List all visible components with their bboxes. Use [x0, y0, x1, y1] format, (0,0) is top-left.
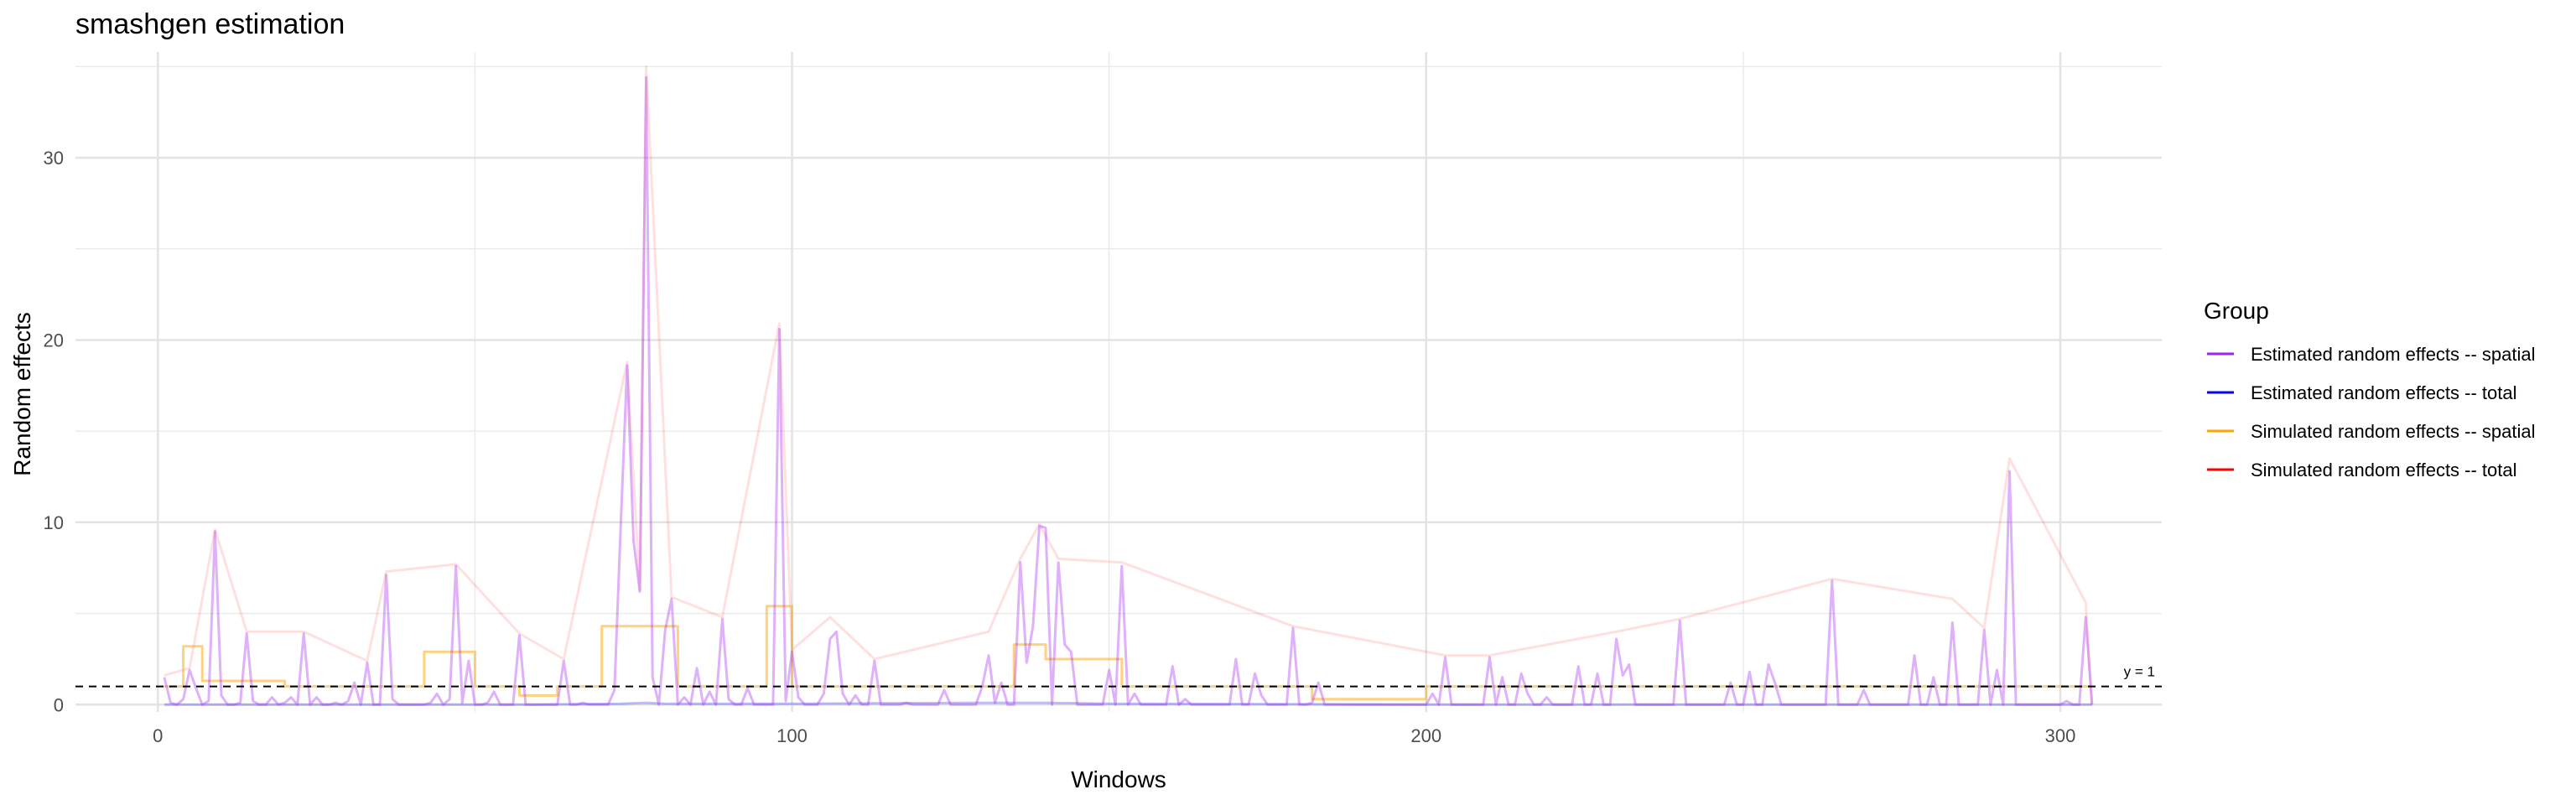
legend-entry: Estimated random effects -- spatial — [2207, 344, 2536, 365]
legend-title: Group — [2204, 298, 2269, 324]
legend-label: Estimated random effects -- total — [2251, 382, 2517, 403]
series-line-estimated-random-effects-spatial — [163, 75, 2094, 706]
legend-entry: Simulated random effects -- total — [2207, 460, 2517, 480]
x-tick-label: 0 — [153, 725, 163, 746]
y-tick-label: 0 — [54, 694, 64, 715]
reference-line-group: y = 1 — [75, 664, 2162, 688]
series-line-estimated-random-effects-total — [164, 701, 2092, 706]
series-line-simulated-random-effects-spatial — [164, 605, 2092, 701]
legend: Group Estimated random effects -- spatial… — [2204, 298, 2536, 480]
y-tick-label: 10 — [44, 512, 64, 533]
y-tick-label: 20 — [44, 330, 64, 351]
reference-line-label: y = 1 — [2124, 664, 2155, 680]
x-tick-label: 200 — [1410, 725, 1441, 746]
chart-title: smashgen estimation — [75, 8, 345, 40]
legend-entry: Simulated random effects -- spatial — [2207, 421, 2536, 442]
grid — [75, 52, 2162, 712]
legend-label: Estimated random effects -- spatial — [2251, 344, 2536, 365]
legend-label: Simulated random effects -- total — [2251, 460, 2517, 480]
legend-label: Simulated random effects -- spatial — [2251, 421, 2536, 442]
series-group — [163, 65, 2094, 706]
x-tick-label: 100 — [776, 725, 808, 746]
x-tick-label: 300 — [2045, 725, 2076, 746]
tick-labels: 0 100 200 300 0 10 20 30 — [44, 148, 2076, 746]
legend-entry: Estimated random effects -- total — [2207, 382, 2517, 403]
y-axis-title: Random effects — [9, 312, 35, 476]
y-tick-label: 30 — [44, 148, 64, 169]
x-axis-title: Windows — [1071, 766, 1166, 792]
series-line-simulated-random-effects-total — [164, 65, 2094, 705]
